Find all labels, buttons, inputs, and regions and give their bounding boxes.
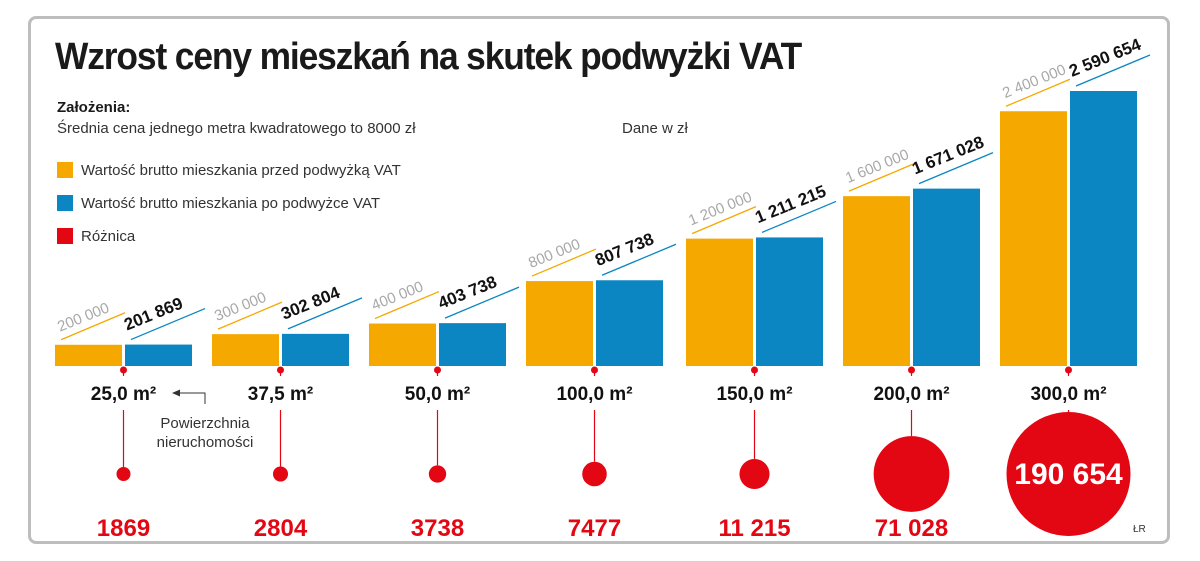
- bar-before-vat: [55, 344, 122, 366]
- category-label: 100,0 m²: [556, 384, 632, 405]
- before-leader-line: [217, 301, 283, 330]
- difference-circle: [428, 465, 447, 483]
- bar-after-vat: [913, 188, 980, 366]
- bar-before-vat: [212, 334, 279, 366]
- after-leader-line: [918, 152, 994, 185]
- author-credit: ŁR: [1133, 524, 1146, 535]
- category-label: 25,0 m²: [91, 384, 156, 405]
- legend-label-difference: Różnica: [81, 227, 136, 245]
- difference-circle: [873, 436, 950, 512]
- category-label: 300,0 m²: [1030, 384, 1106, 405]
- bar-before-vat: [526, 281, 593, 366]
- before-value-label: 2 400 000: [1000, 61, 1068, 102]
- difference-circle: [582, 461, 607, 487]
- legend-label-before-vat: Wartość brutto mieszkania przed podwyżką…: [81, 161, 401, 179]
- surface-arrow-head: [172, 389, 180, 397]
- category-label: 200,0 m²: [873, 384, 949, 405]
- before-leader-line: [691, 206, 757, 235]
- legend-item-before-vat: Wartość brutto mieszkania przed podwyżką…: [57, 160, 401, 180]
- difference-value-label: 2804: [254, 515, 308, 542]
- difference-value-label: 3738: [411, 515, 464, 542]
- bar-after-vat: [439, 323, 506, 366]
- bar-after-vat: [1070, 91, 1137, 366]
- baseline-dot: [434, 366, 441, 374]
- category-label: 50,0 m²: [405, 384, 470, 405]
- after-leader-line: [444, 286, 520, 319]
- baseline-dot: [751, 366, 758, 374]
- difference-circle: [1006, 412, 1131, 536]
- difference-value-label: 71 028: [875, 515, 948, 542]
- before-leader-line: [60, 312, 126, 341]
- bar-before-vat: [686, 238, 753, 366]
- after-value-label: 201 869: [121, 294, 185, 335]
- assumptions-text: Średnia cena jednego metra kwadratowego …: [57, 120, 416, 137]
- assumptions-heading: Założenia:: [57, 99, 131, 116]
- difference-value-label: 190 654: [1014, 458, 1123, 491]
- category-label: 150,0 m²: [716, 384, 792, 405]
- bar-after-vat: [282, 333, 349, 366]
- difference-circle: [116, 467, 131, 481]
- category-label: 37,5 m²: [248, 384, 313, 405]
- after-leader-line: [130, 307, 206, 341]
- legend-item-difference: Różnica: [57, 226, 135, 246]
- bar-after-vat: [125, 344, 192, 366]
- baseline-dot: [908, 366, 915, 374]
- after-leader-line: [601, 243, 677, 276]
- unit-note: Dane w zł: [622, 120, 688, 137]
- bar-after-vat: [756, 237, 823, 366]
- after-value-label: 807 738: [592, 229, 656, 270]
- before-value-label: 1 200 000: [686, 189, 754, 230]
- legend-swatch-difference: [57, 228, 73, 244]
- surface-arrow-line: [178, 392, 206, 404]
- legend-item-after-vat: Wartość brutto mieszkania po podwyżce VA…: [57, 193, 380, 213]
- after-leader-line: [287, 297, 363, 330]
- bar-before-vat: [369, 323, 436, 366]
- baseline-dot: [277, 366, 284, 374]
- difference-value-label: 1869: [97, 515, 150, 542]
- before-leader-line: [374, 290, 440, 320]
- bar-after-vat: [596, 280, 663, 366]
- after-value-label: 302 804: [278, 283, 343, 324]
- baseline-dot: [120, 366, 127, 374]
- after-leader-line: [761, 200, 837, 234]
- difference-circle: [739, 458, 770, 490]
- difference-value-label: 11 215: [718, 515, 790, 542]
- difference-value-label: 7477: [568, 515, 621, 542]
- surface-note: Powierzchnia nieruchomości: [156, 415, 254, 451]
- baseline-dot: [591, 366, 598, 374]
- before-value-label: 1 600 000: [843, 146, 911, 187]
- after-leader-line: [1075, 54, 1151, 87]
- legend-swatch-before-vat: [57, 162, 73, 178]
- after-value-label: 403 738: [435, 272, 499, 313]
- bar-before-vat: [843, 196, 910, 366]
- before-leader-line: [1005, 78, 1071, 107]
- difference-circle: [272, 466, 289, 482]
- before-leader-line: [531, 248, 597, 277]
- legend-swatch-after-vat: [57, 195, 73, 211]
- bar-before-vat: [1000, 111, 1067, 367]
- page-title: Wzrost ceny mieszkań na skutek podwyżki …: [55, 36, 802, 78]
- baseline-dot: [1065, 366, 1072, 374]
- before-leader-line: [848, 163, 914, 192]
- legend-label-after-vat: Wartość brutto mieszkania po podwyżce VA…: [81, 194, 381, 212]
